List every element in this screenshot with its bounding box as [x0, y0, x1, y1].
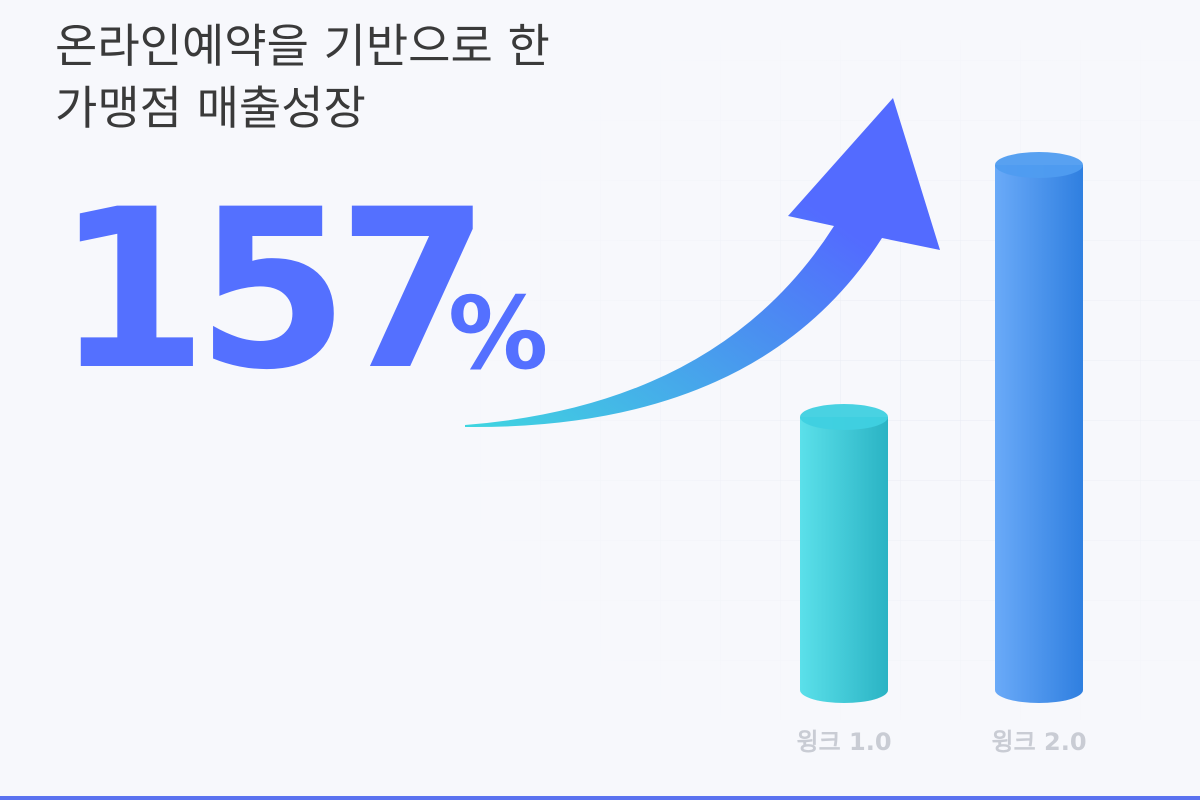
bar-top [995, 152, 1083, 178]
growth-arrow [465, 98, 940, 428]
bar [995, 165, 1083, 703]
bar [800, 417, 888, 703]
x-tick-label: 윙크 2.0 [991, 728, 1086, 756]
bottom-rule [0, 796, 1200, 800]
bar-top [800, 404, 888, 430]
highlight-number: 157 [55, 162, 478, 418]
highlight-unit: % [448, 275, 548, 392]
title-line: 온라인예약을 기반으로 한 [55, 19, 550, 73]
x-tick-label: 윙크 1.0 [796, 728, 891, 756]
title-line: 가맹점 매출성장 [55, 81, 366, 135]
